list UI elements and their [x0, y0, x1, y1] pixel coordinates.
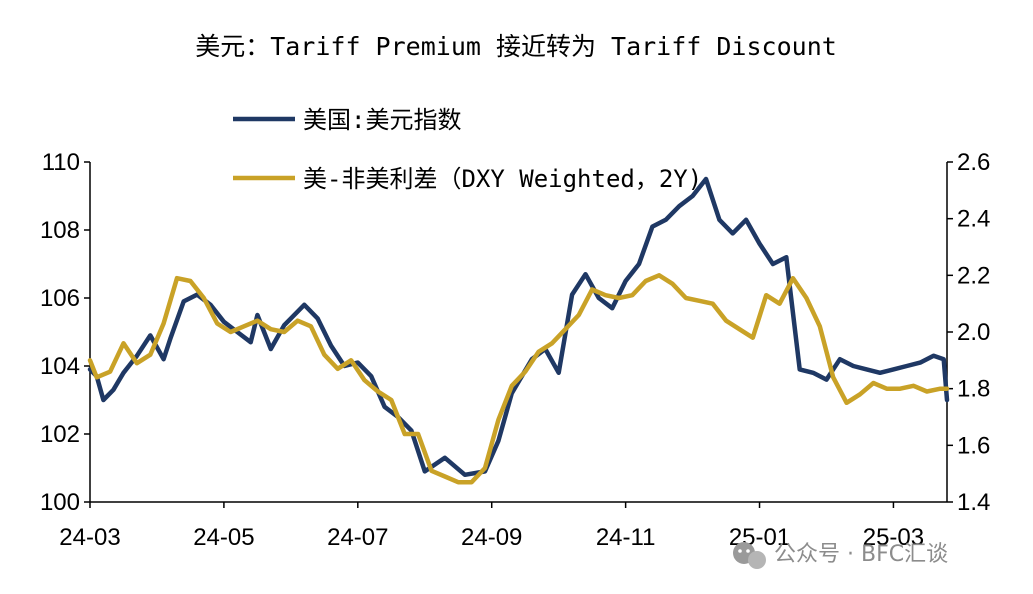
x-axis-ticks: 24-03 24-05 24-07 24-09 24-11 25-01 25-03 — [59, 502, 924, 551]
plot-axes — [89, 162, 948, 503]
x-tick-label: 25-03 — [863, 524, 924, 551]
x-tick-label: 24-03 — [59, 524, 120, 551]
x-tick-label: 24-09 — [461, 524, 522, 551]
left-tick-label: 100 — [40, 489, 80, 516]
left-tick-label: 108 — [40, 217, 80, 244]
left-axis-ticks: 100 102 104 106 108 110 — [40, 149, 90, 516]
right-tick-label: 1.6 — [957, 432, 990, 459]
chart-title: 美元：Tariff Premium 接近转为 Tariff Discount — [195, 32, 837, 61]
x-tick-label: 24-05 — [193, 524, 254, 551]
x-tick-label: 24-11 — [596, 524, 656, 551]
right-tick-label: 1.4 — [957, 489, 990, 516]
right-tick-label: 2.2 — [957, 262, 990, 289]
watermark-text: 公众号 · BFC汇谈 — [774, 542, 948, 567]
right-tick-label: 1.8 — [957, 376, 990, 403]
legend: 美国:美元指数 美-非美利差（DXY Weighted，2Y) — [233, 106, 702, 193]
right-tick-label: 2.0 — [957, 319, 990, 346]
legend-label-spread: 美-非美利差（DXY Weighted，2Y) — [303, 165, 702, 193]
left-tick-label: 104 — [40, 353, 80, 380]
left-tick-label: 106 — [40, 285, 80, 312]
right-tick-label: 2.6 — [957, 149, 990, 176]
right-tick-label: 2.4 — [957, 206, 990, 233]
left-tick-label: 102 — [40, 421, 80, 448]
left-tick-label: 110 — [42, 149, 80, 176]
watermark: 公众号 · BFC汇谈 — [733, 542, 948, 569]
series-layer — [87, 176, 950, 485]
series-line-dxy — [87, 176, 950, 478]
legend-label-dxy: 美国:美元指数 — [303, 106, 461, 134]
series-line-spread — [87, 273, 950, 485]
right-axis-ticks: 1.4 1.6 1.8 2.0 2.2 2.4 2.6 — [947, 149, 990, 516]
wechat-icon — [733, 542, 766, 569]
x-tick-label: 24-07 — [327, 524, 388, 551]
